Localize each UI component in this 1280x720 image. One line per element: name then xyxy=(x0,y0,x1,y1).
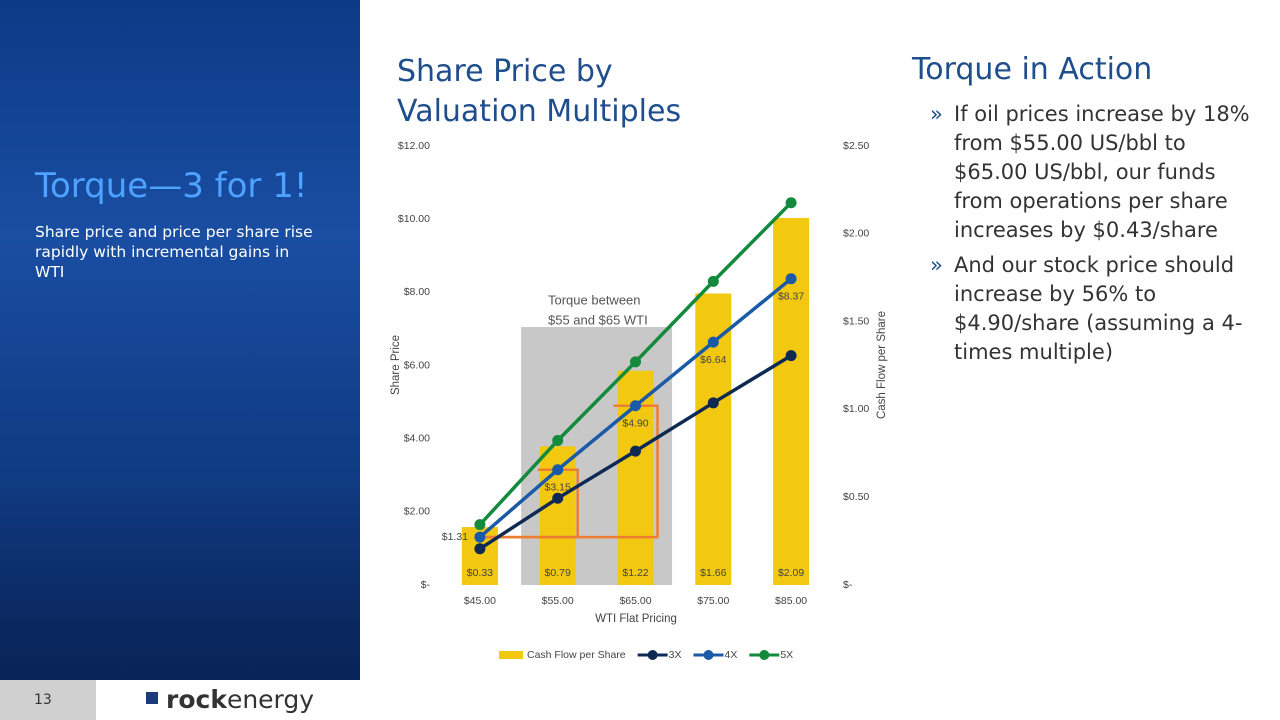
bar-label: $1.22 xyxy=(622,567,648,579)
point xyxy=(785,197,797,209)
x-axis-title: WTI Flat Pricing xyxy=(595,613,677,625)
y-tick-label: $- xyxy=(421,579,431,591)
y2-tick-label: $1.00 xyxy=(843,403,869,415)
y-tick-label: $12.00 xyxy=(398,140,430,152)
chart-heading: Share Price by Valuation Multiples xyxy=(397,54,682,129)
point xyxy=(474,543,486,555)
legend-label: 4X xyxy=(724,649,737,661)
bar-label: $0.33 xyxy=(467,567,493,579)
point-label: $4.90 xyxy=(622,418,648,430)
bar-label: $2.09 xyxy=(778,567,804,579)
sidebar-title: Torque—3 for 1! xyxy=(35,166,308,206)
point xyxy=(630,400,641,412)
x-tick-label: $55.00 xyxy=(542,595,574,607)
point xyxy=(707,275,719,287)
y2-axis-title: Cash Flow per Share xyxy=(876,311,888,419)
y-tick-label: $2.00 xyxy=(404,506,430,518)
y2-tick-label: $0.50 xyxy=(843,491,869,503)
logo-box xyxy=(96,680,360,720)
bar-label: $1.66 xyxy=(700,567,726,579)
y-tick-label: $8.00 xyxy=(404,286,430,298)
point xyxy=(707,397,719,409)
point-label: $1.31 xyxy=(442,531,468,543)
sidebar-text: Share price and price per share rise rap… xyxy=(35,223,313,281)
point xyxy=(630,445,641,457)
bar-label: $0.79 xyxy=(545,567,571,579)
bar xyxy=(773,217,810,585)
x-tick-label: $85.00 xyxy=(775,595,807,607)
y-tick-label: $6.00 xyxy=(404,359,430,371)
legend-label: 5X xyxy=(780,649,793,661)
y2-tick-label: $2.50 xyxy=(843,140,869,152)
y-tick-label: $4.00 xyxy=(404,432,430,444)
legend-marker xyxy=(647,650,658,660)
annotation-text: $55 and $65 WTI xyxy=(548,312,648,327)
x-tick-label: $65.00 xyxy=(619,595,651,607)
y-axis-title: Share Price xyxy=(390,335,402,395)
point xyxy=(474,531,486,543)
y2-tick-label: $- xyxy=(843,579,853,591)
point xyxy=(552,492,564,504)
x-tick-label: $75.00 xyxy=(697,595,729,607)
bullet-text: If oil prices increase by 18% from $55.0… xyxy=(954,102,1250,242)
bullet: » And our stock price should increase by … xyxy=(930,251,1260,367)
point-label: $3.15 xyxy=(545,482,571,494)
legend-label: 3X xyxy=(669,649,682,661)
y2-tick-label: $2.00 xyxy=(843,228,869,240)
point xyxy=(552,464,564,476)
bullet-list: » If oil prices increase by 18% from $55.… xyxy=(930,100,1260,373)
logo: rockenergy xyxy=(166,685,314,714)
y2-tick-label: $1.50 xyxy=(843,315,869,327)
legend-marker xyxy=(703,650,714,660)
point xyxy=(630,356,641,368)
logo-rest: energy xyxy=(226,685,315,714)
x-tick-label: $45.00 xyxy=(464,595,496,607)
y-tick-label: $10.00 xyxy=(398,213,430,225)
logo-bold: rock xyxy=(166,685,227,714)
legend-label: Cash Flow per Share xyxy=(527,649,626,661)
bullet-marker: » xyxy=(930,253,943,277)
point xyxy=(785,273,797,285)
point-label: $8.37 xyxy=(778,291,804,303)
point xyxy=(707,336,719,348)
sidebar-image xyxy=(0,0,360,680)
legend-swatch xyxy=(499,651,523,659)
point xyxy=(785,350,797,362)
logo-icon xyxy=(146,692,158,704)
legend-marker xyxy=(759,650,770,660)
point xyxy=(552,434,564,446)
point xyxy=(474,519,486,531)
annotation-text: Torque between xyxy=(548,292,641,307)
side-title: Torque in Action xyxy=(912,52,1153,87)
bullet-marker: » xyxy=(930,102,943,126)
sidebar-shade xyxy=(0,480,360,680)
point-label: $6.64 xyxy=(700,354,726,366)
bullet: » If oil prices increase by 18% from $55.… xyxy=(930,100,1260,245)
page-number: 13 xyxy=(34,692,52,708)
bullet-text: And our stock price should increase by 5… xyxy=(954,253,1243,364)
